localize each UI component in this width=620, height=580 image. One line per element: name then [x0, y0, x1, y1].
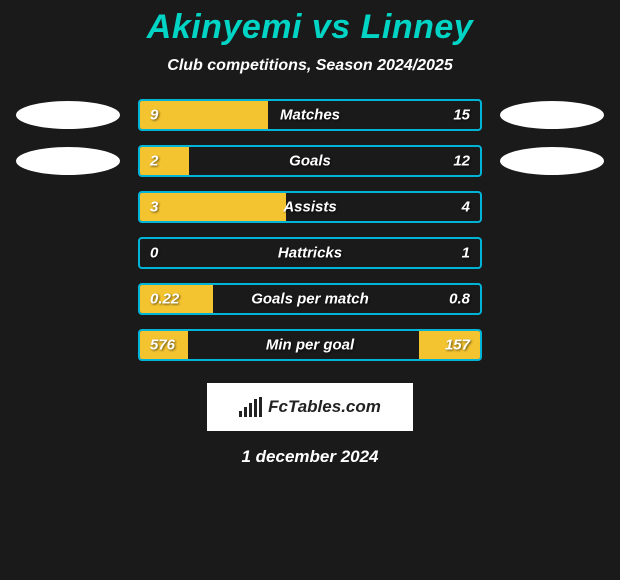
logo-text: FcTables.com [268, 397, 381, 417]
bar-fill-left [140, 101, 268, 129]
spacer [16, 331, 120, 359]
stats-rows: 9 Matches 15 2 Goals 12 3 Assists 4 0 Hattricks 1 0.… [0, 99, 620, 361]
stat-value-right: 157 [445, 337, 470, 354]
player-right-marker [500, 101, 604, 129]
stat-value-left: 0.22 [150, 291, 179, 308]
stat-value-right: 4 [462, 199, 470, 216]
subtitle: Club competitions, Season 2024/2025 [167, 57, 452, 75]
player-left-marker [16, 147, 120, 175]
stat-label: Min per goal [266, 337, 354, 354]
bar-fill-left [140, 193, 286, 221]
spacer [16, 239, 120, 267]
stat-row: 0 Hattricks 1 [0, 237, 620, 269]
date-text: 1 december 2024 [241, 447, 378, 467]
stat-value-right: 15 [453, 107, 470, 124]
stat-value-right: 0.8 [449, 291, 470, 308]
stat-bar: 3 Assists 4 [138, 191, 482, 223]
stat-bar: 2 Goals 12 [138, 145, 482, 177]
spacer [16, 285, 120, 313]
logo-bars-icon [239, 397, 262, 417]
stat-label: Assists [283, 199, 336, 216]
bar-fill-left [140, 147, 189, 175]
stat-label: Matches [280, 107, 340, 124]
stat-bar: 9 Matches 15 [138, 99, 482, 131]
stat-bar: 0 Hattricks 1 [138, 237, 482, 269]
spacer [500, 331, 604, 359]
spacer [500, 285, 604, 313]
stat-row: 576 Min per goal 157 [0, 329, 620, 361]
stat-label: Goals [289, 153, 331, 170]
stat-bar: 0.22 Goals per match 0.8 [138, 283, 482, 315]
spacer [500, 239, 604, 267]
stat-value-left: 576 [150, 337, 175, 354]
comparison-infographic: Akinyemi vs Linney Club competitions, Se… [0, 0, 620, 580]
page-title: Akinyemi vs Linney [147, 8, 473, 47]
stat-label: Hattricks [278, 245, 342, 262]
stat-label: Goals per match [251, 291, 369, 308]
stat-value-left: 0 [150, 245, 158, 262]
spacer [500, 193, 604, 221]
stat-row: 0.22 Goals per match 0.8 [0, 283, 620, 315]
player-left-marker [16, 101, 120, 129]
stat-row: 2 Goals 12 [0, 145, 620, 177]
stat-value-right: 12 [453, 153, 470, 170]
stat-value-left: 2 [150, 153, 158, 170]
spacer [16, 193, 120, 221]
stat-row: 9 Matches 15 [0, 99, 620, 131]
stat-bar: 576 Min per goal 157 [138, 329, 482, 361]
stat-value-left: 9 [150, 107, 158, 124]
stat-row: 3 Assists 4 [0, 191, 620, 223]
fctables-logo: FcTables.com [207, 383, 413, 431]
stat-value-left: 3 [150, 199, 158, 216]
player-right-marker [500, 147, 604, 175]
stat-value-right: 1 [462, 245, 470, 262]
